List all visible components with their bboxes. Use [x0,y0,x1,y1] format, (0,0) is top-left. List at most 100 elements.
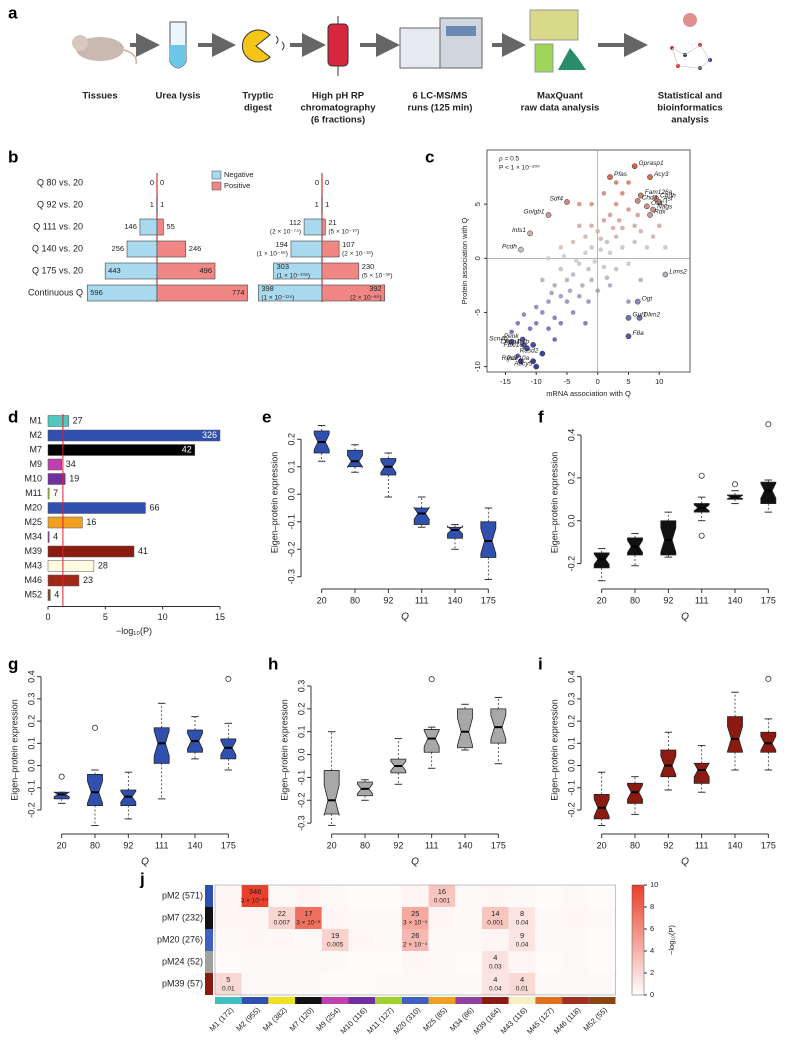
gene-point [625,333,632,340]
icon-column [327,23,349,67]
cell [508,907,536,929]
legend-swatch [211,181,222,191]
cell-p: 0.01 [222,986,235,993]
value-label: 1 [150,200,154,209]
gene-label: Ogt [642,295,654,302]
box [593,794,610,820]
box [760,731,777,753]
cell [535,951,563,973]
annotation: ρ = 0.5 [499,156,520,163]
row-label: pM20 (276) [157,934,203,944]
point [576,261,582,267]
gene-point [519,336,526,343]
x-tick-label: 111 [415,595,429,605]
point [540,310,545,315]
cell [535,907,563,929]
gene-point [631,163,638,170]
cell [215,951,242,973]
module-size: 66 [149,502,159,512]
point [552,315,557,321]
icon-network [683,13,697,27]
gene-point [662,271,669,278]
cell [482,907,509,929]
icon-instrument [446,26,476,36]
box [347,449,363,469]
point [638,277,644,283]
gene-label: Acy3 [653,171,669,178]
step-label: raw data analysis [521,103,600,114]
point [626,261,631,267]
point [598,236,604,242]
x-tick-label: 20 [57,840,67,850]
box [87,774,103,806]
cell [588,951,616,973]
x-tick-label: 175 [761,595,776,605]
cell-p: 0.04 [489,986,502,993]
cell [321,885,349,907]
colorbar-tick-label: 2 [650,968,654,977]
legend-label: Positive [224,181,250,190]
x-tick-label: -15 [500,377,511,386]
module-size: 16 [86,517,96,527]
x-tick-label: 111 [155,840,169,850]
point [589,277,594,283]
gene-label: F8a [632,330,644,337]
step-label: chromatography [301,103,377,114]
x-tick-label: 5 [103,612,108,622]
panel-label: b [8,147,18,166]
value-label: 392 [369,284,382,293]
point [644,245,650,250]
gene-label: Pfas [614,171,628,178]
x-tick-label: 80 [90,840,100,850]
category-label: M1 [29,415,42,425]
y-tick-label: 0.3 [566,693,576,706]
y-tick-label: 0.2 [286,433,296,446]
icon-tube [170,45,186,68]
value-label: 443 [108,266,121,275]
y-axis-label: Protein association with Q [460,217,469,304]
x-tick-label: 175 [761,840,776,850]
point [564,277,570,283]
cell [562,951,589,973]
column-label: M25 (85) [421,1005,449,1033]
cell [268,929,296,951]
bar [47,574,80,587]
cell [482,973,509,995]
bar [321,284,386,302]
x-tick-label: -5 [564,377,571,386]
point [570,239,576,245]
point [607,283,613,288]
category-label: Q 140 vs. 20 [32,243,83,253]
p-label: (1 × 10⁻¹⁰⁸) [277,273,311,280]
heatmap-frame [214,884,616,996]
x-tick-label: 80 [350,595,360,605]
column-color [321,997,349,1004]
row-color [205,885,213,907]
cell-p: 3 × 10⁻¹⁷⁶ [241,898,270,905]
cell-p: 2 × 10⁻⁴ [403,942,428,949]
bar [321,218,326,236]
box [120,789,137,806]
bar [139,218,158,236]
row-color [205,951,213,973]
point [595,288,601,294]
y-tick-label: 0.2 [566,472,576,485]
y-tick-label: -0.2 [26,802,36,818]
point [592,259,597,264]
bar [47,473,66,485]
x-tick-label: -10 [531,377,542,386]
cell [295,951,322,973]
module-size: 41 [138,546,148,556]
point [626,180,631,185]
point [601,264,607,270]
cell [455,907,482,929]
cell-count: 4 [493,953,497,962]
x-tick-label: 111 [425,840,439,850]
gene-label: Penk [504,333,520,340]
gene-label: Nags [657,203,673,210]
column-color [295,997,322,1004]
gene-point [564,199,570,205]
icon-instrument [439,17,483,69]
bar [47,444,196,456]
